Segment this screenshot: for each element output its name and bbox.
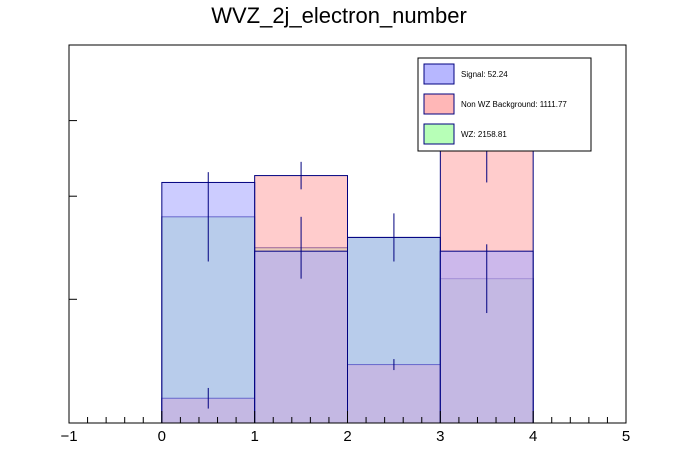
legend-label-2: Signal: 52.24	[461, 70, 508, 79]
x-tick-label: 4	[529, 428, 537, 445]
x-tick-label: 2	[343, 428, 351, 445]
legend-swatch-0	[423, 123, 455, 145]
legend-swatch-1	[423, 93, 455, 115]
legend-label-1: Non WZ Background: 1111.77	[461, 100, 567, 109]
legend-label-0: WZ: 2158.81	[461, 130, 507, 139]
x-tick-label: −1	[60, 428, 77, 445]
x-tick-label: 5	[622, 428, 630, 445]
x-tick-label: 3	[436, 428, 444, 445]
chart-title: WVZ_2j_electron_number	[211, 3, 467, 28]
bar-series2-bin2	[347, 236, 441, 424]
legend-swatch-2	[423, 63, 455, 85]
x-tick-label: 1	[250, 428, 258, 445]
bar-series2-bin1	[254, 250, 349, 424]
legend: Signal: 52.24 Non WZ Background: 1111.77 W…	[417, 57, 592, 152]
x-tick-label: 0	[158, 428, 166, 445]
